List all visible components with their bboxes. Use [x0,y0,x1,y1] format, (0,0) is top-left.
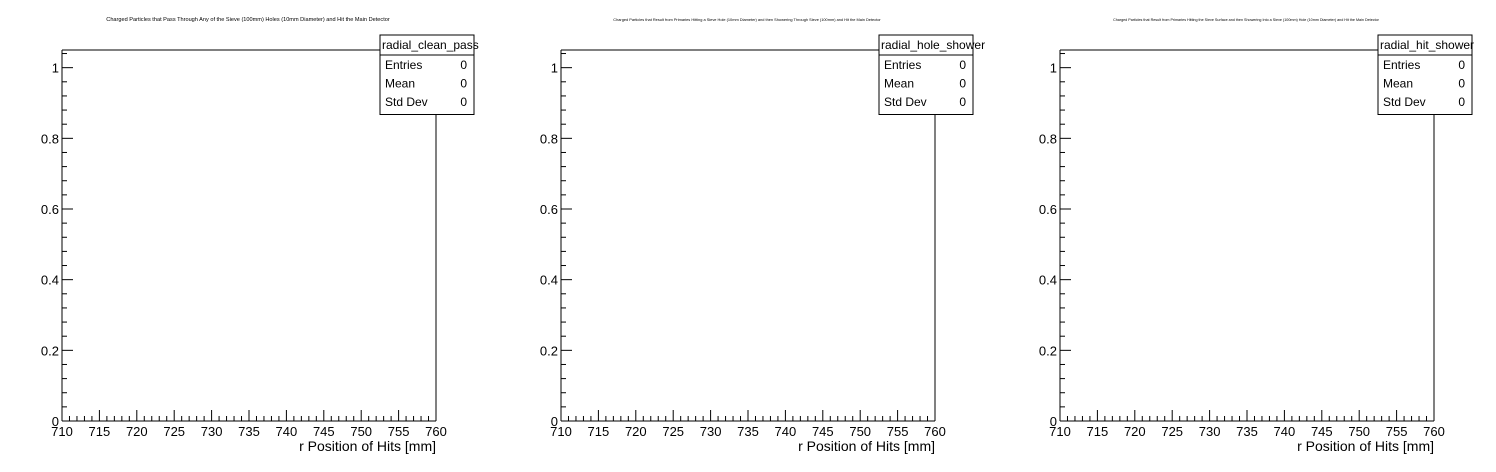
x-tick-label: 750 [1348,424,1370,439]
x-tick-label: 720 [625,424,647,439]
chart-title: Charged Particles that Pass Through Any … [106,17,390,23]
stats-row-label: Mean [1383,77,1413,91]
stats-histogram-name: radial_hit_shower [1380,38,1474,52]
y-tick-label: 0.6 [540,202,558,217]
stats-row-label: Entries [1383,58,1420,72]
x-tick-label: 755 [388,424,410,439]
x-tick-label: 740 [1274,424,1296,439]
stats-box: radial_hit_shower Entries 0 Mean 0 Std Dev 0 [1377,34,1474,115]
y-tick-label: 1 [551,61,558,76]
x-tick-label: 720 [1124,424,1146,439]
x-tick-label: 730 [1199,424,1221,439]
chart-title: Charged Particles that Result from Prima… [1113,18,1380,22]
y-tick-label: 0.4 [540,273,558,288]
stats-box-frame [878,34,974,115]
y-tick-label: 0 [52,414,59,429]
x-tick-label: 740 [775,424,797,439]
x-tick-label: 715 [1087,424,1109,439]
y-tick-label: 0.2 [1039,343,1057,358]
stats-histogram-name: radial_hole_shower [881,38,985,52]
x-tick-label: 720 [126,424,148,439]
x-tick-label: 760 [924,424,946,439]
y-tick-label: 0.8 [41,131,59,146]
y-tick-label: 0.8 [1039,131,1057,146]
x-tick-label: 760 [1423,424,1445,439]
histogram-pad-1: Charged Particles that Pass Through Any … [41,17,479,454]
stats-row-value: 0 [460,77,467,91]
y-tick-label: 0.6 [41,202,59,217]
stats-row-label: Std Dev [385,95,428,109]
x-tick-label: 725 [662,424,684,439]
stats-row-label: Std Dev [884,95,927,109]
stats-box-frame [379,34,475,115]
y-tick-label: 0.2 [41,343,59,358]
chart-title: Charged Particles that Result from Prima… [613,17,881,22]
y-tick-label: 0 [1050,414,1057,429]
x-tick-label: 750 [350,424,372,439]
histogram-pad-3: Charged Particles that Result from Prima… [1039,18,1474,454]
x-tick-label: 735 [1236,424,1258,439]
stats-row-label: Mean [884,77,914,91]
x-tick-label: 710 [1049,424,1071,439]
stats-row-label: Std Dev [1383,95,1426,109]
y-tick-label: 0 [551,414,558,429]
x-tick-label: 710 [51,424,73,439]
stats-row-value: 0 [959,77,966,91]
x-tick-label: 755 [887,424,909,439]
stats-row-label: Mean [385,77,415,91]
x-tick-label: 730 [201,424,223,439]
x-tick-label: 745 [1311,424,1333,439]
x-axis-title: r Position of Hits [mm] [299,438,436,454]
stats-row-value: 0 [1458,58,1465,72]
x-tick-label: 745 [313,424,335,439]
x-axis-title: r Position of Hits [mm] [798,438,935,454]
stats-row-label: Entries [385,58,422,72]
y-tick-label: 0.6 [1039,202,1057,217]
stats-box: radial_clean_pass Entries 0 Mean 0 Std Dev 0 [379,34,479,115]
y-tick-label: 1 [52,61,59,76]
y-tick-label: 1 [1050,61,1057,76]
stats-row-value: 0 [959,95,966,109]
x-tick-label: 730 [700,424,722,439]
stats-row-value: 0 [1458,77,1465,91]
x-tick-label: 755 [1386,424,1408,439]
stats-row-value: 0 [959,58,966,72]
y-tick-label: 0.8 [540,131,558,146]
y-tick-label: 0.2 [540,343,558,358]
y-tick-label: 0.4 [41,273,59,288]
stats-row-value: 0 [460,58,467,72]
x-tick-label: 715 [588,424,610,439]
y-tick-label: 0.4 [1039,273,1057,288]
x-axis-title: r Position of Hits [mm] [1297,438,1434,454]
x-tick-label: 715 [89,424,111,439]
x-tick-label: 740 [276,424,298,439]
x-tick-label: 710 [550,424,572,439]
histogram-pad-2: Charged Particles that Result from Prima… [540,17,985,454]
x-tick-label: 750 [849,424,871,439]
stats-row-value: 0 [1458,95,1465,109]
x-tick-label: 745 [812,424,834,439]
stats-box-frame [1377,34,1473,115]
x-tick-label: 760 [425,424,447,439]
stats-row-label: Entries [884,58,921,72]
stats-row-value: 0 [460,95,467,109]
x-tick-label: 725 [163,424,185,439]
x-tick-label: 735 [737,424,759,439]
stats-box: radial_hole_shower Entries 0 Mean 0 Std Dev 0 [878,34,985,115]
x-tick-label: 725 [1161,424,1183,439]
x-tick-label: 735 [238,424,260,439]
stats-histogram-name: radial_clean_pass [382,38,479,52]
